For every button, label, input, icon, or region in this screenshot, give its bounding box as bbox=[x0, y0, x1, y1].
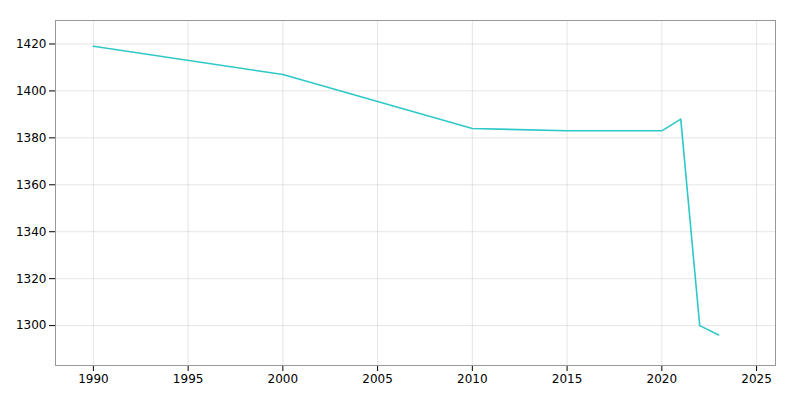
svg-text:2015: 2015 bbox=[552, 372, 583, 386]
svg-text:1995: 1995 bbox=[173, 372, 204, 386]
svg-text:1400: 1400 bbox=[16, 84, 47, 98]
svg-text:1360: 1360 bbox=[16, 178, 47, 192]
svg-text:1990: 1990 bbox=[78, 372, 109, 386]
svg-text:2010: 2010 bbox=[457, 372, 488, 386]
svg-text:2005: 2005 bbox=[362, 372, 393, 386]
svg-text:1420: 1420 bbox=[16, 37, 47, 51]
svg-text:2000: 2000 bbox=[268, 372, 299, 386]
svg-text:1320: 1320 bbox=[16, 272, 47, 286]
svg-text:1340: 1340 bbox=[16, 225, 47, 239]
svg-text:1380: 1380 bbox=[16, 131, 47, 145]
svg-text:2020: 2020 bbox=[647, 372, 678, 386]
svg-text:1300: 1300 bbox=[16, 318, 47, 332]
svg-text:2025: 2025 bbox=[741, 372, 772, 386]
